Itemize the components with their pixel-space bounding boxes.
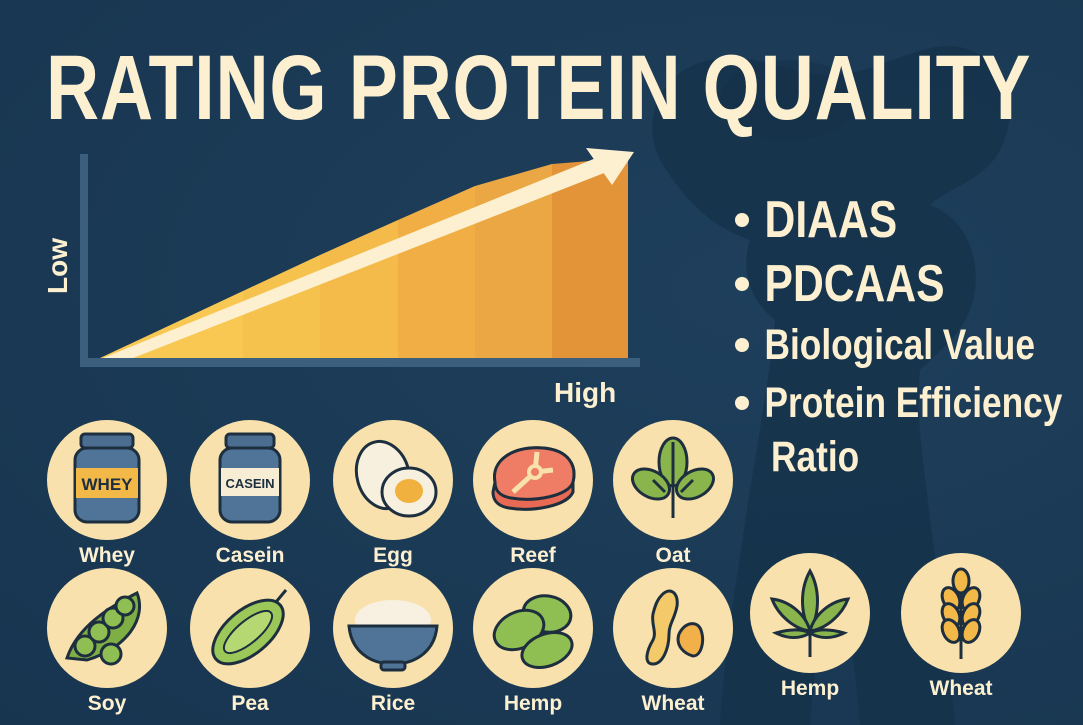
food-label: Rice	[370, 692, 416, 715]
svg-text:CASEIN: CASEIN	[225, 476, 274, 491]
steak-icon	[491, 446, 576, 511]
food-item-rice: Rice	[333, 568, 453, 716]
whey-tub-icon: WHEY	[73, 432, 141, 524]
food-item-wheat-peanut: Wheat	[613, 568, 733, 716]
food-item-hemp-beans: Hemp	[473, 568, 593, 716]
x-axis	[80, 358, 640, 367]
x-axis-label: High	[554, 377, 617, 408]
food-label: Egg	[373, 544, 413, 567]
food-label: Wheat	[929, 677, 993, 700]
food-label: Soy	[87, 692, 127, 715]
metric-item: Biological Value	[735, 316, 1080, 374]
peanut-icon	[645, 589, 705, 666]
food-item-hemp-leaf: Hemp	[750, 553, 870, 701]
food-item-reef: Reef	[473, 420, 593, 568]
quality-chart	[80, 148, 640, 367]
food-label: Whey	[78, 544, 135, 567]
wheat-ear-icon	[940, 567, 982, 659]
soybean-pod-icon	[64, 590, 142, 666]
egg-icon	[354, 439, 438, 518]
page-title: RATING PROTEIN QUALITY	[46, 37, 1032, 139]
food-item-egg: Egg	[333, 420, 453, 568]
food-label: Hemp	[780, 677, 840, 700]
metric-item: PDCAAS	[735, 252, 1080, 316]
rice-bowl-icon	[347, 600, 439, 672]
bullet-dot-icon	[735, 338, 749, 352]
food-label: Casein	[215, 544, 285, 567]
food-item-pea: Pea	[190, 568, 310, 716]
food-label: Wheat	[641, 692, 705, 715]
y-axis-label: Low	[42, 238, 73, 294]
food-label: Oat	[655, 544, 691, 567]
svg-text:WHEY: WHEY	[82, 475, 134, 494]
food-item-oat: Oat	[613, 420, 733, 568]
food-label: Reef	[510, 544, 556, 567]
casein-tub-icon: CASEIN	[218, 432, 282, 524]
bullet-dot-icon	[735, 277, 749, 291]
metrics-list: DIAAS PDCAAS Biological Value Protein Ef…	[735, 188, 1080, 482]
metric-item: Protein Efficiency	[735, 374, 1080, 432]
food-item-casein: CASEIN Casein	[190, 420, 310, 568]
beans-icon	[492, 594, 574, 669]
leaf-sprig-icon	[631, 436, 715, 518]
metric-item-continuation: Ratio	[771, 433, 860, 481]
pea-pod-icon	[211, 589, 288, 666]
bullet-dot-icon	[735, 213, 749, 227]
food-label: Hemp	[503, 692, 563, 715]
food-item-wheat: Wheat	[901, 553, 1021, 701]
hemp-leaf-icon	[769, 567, 851, 657]
trend-arrow-icon	[98, 158, 604, 360]
food-label: Pea	[231, 692, 269, 715]
food-item-whey: WHEY Whey	[47, 420, 167, 568]
bullet-dot-icon	[735, 396, 749, 410]
food-item-soy: Soy	[47, 568, 167, 716]
metric-item: DIAAS	[735, 188, 1080, 252]
y-axis	[80, 154, 88, 366]
